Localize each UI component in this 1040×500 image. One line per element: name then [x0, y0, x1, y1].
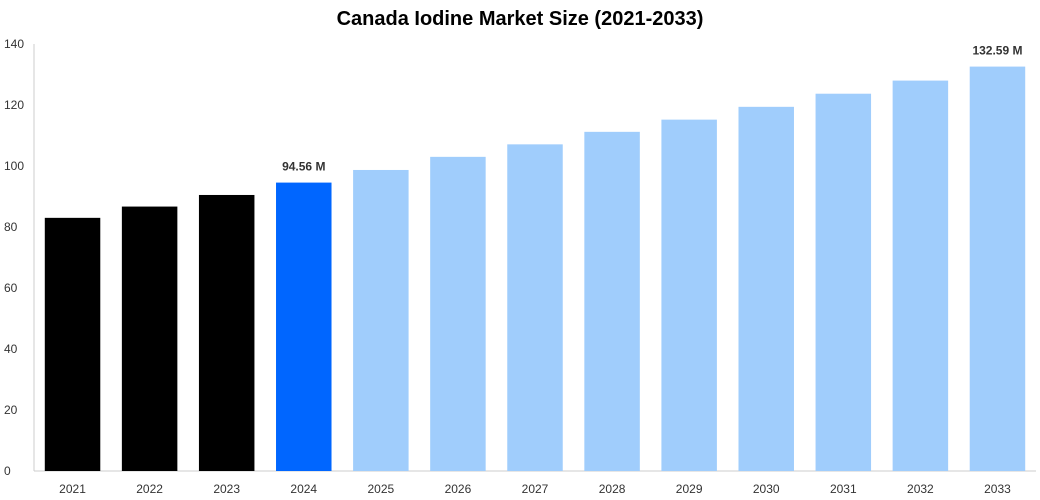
y-tick-label: 60 — [4, 281, 18, 295]
bar-2029 — [661, 119, 717, 471]
bar-2024 — [276, 182, 332, 472]
x-tick-label: 2022 — [136, 482, 163, 496]
data-label: 94.56 M — [282, 160, 325, 174]
bar-2032 — [892, 80, 949, 471]
bar-series — [44, 66, 1026, 472]
data-label: 132.59 M — [972, 44, 1022, 58]
x-tick-label: 2031 — [830, 482, 857, 496]
bar-2033 — [969, 66, 1026, 472]
bar-2025 — [353, 169, 409, 471]
x-tick-label: 2029 — [676, 482, 703, 496]
bar-2026 — [430, 156, 486, 471]
data-labels: 94.56 M 132.59 M — [282, 44, 1022, 174]
y-tick-label: 0 — [4, 464, 11, 478]
y-tick-label: 100 — [4, 159, 24, 173]
x-tick-label: 2025 — [367, 482, 394, 496]
x-tick-label: 2024 — [290, 482, 317, 496]
x-tick-label: 2028 — [599, 482, 626, 496]
x-tick-label: 2030 — [753, 482, 780, 496]
x-axis: 2021 2022 2023 2024 2025 2026 2027 2028 2029 2030… — [34, 470, 1036, 496]
bar-2022 — [121, 206, 178, 471]
y-axis: 0 20 40 60 80 100 120 140 — [4, 37, 35, 478]
x-tick-label: 2023 — [213, 482, 240, 496]
y-tick-label: 120 — [4, 98, 24, 112]
chart-title: Canada Iodine Market Size (2021-2033) — [336, 8, 704, 30]
bar-2021 — [44, 217, 101, 471]
y-tick-label: 40 — [4, 342, 18, 356]
x-tick-label: 2027 — [522, 482, 549, 496]
x-tick-label: 2032 — [907, 482, 934, 496]
y-tick-label: 80 — [4, 220, 18, 234]
y-tick-label: 140 — [4, 37, 24, 51]
x-tick-label: 2033 — [984, 482, 1011, 496]
bar-2028 — [584, 131, 640, 471]
x-tick-label: 2026 — [445, 482, 472, 496]
y-tick-label: 20 — [4, 403, 18, 417]
bar-2023 — [198, 194, 255, 471]
bar-2031 — [815, 93, 872, 471]
x-tick-label: 2021 — [59, 482, 86, 496]
bar-2027 — [507, 144, 563, 471]
bar-2030 — [738, 106, 794, 471]
